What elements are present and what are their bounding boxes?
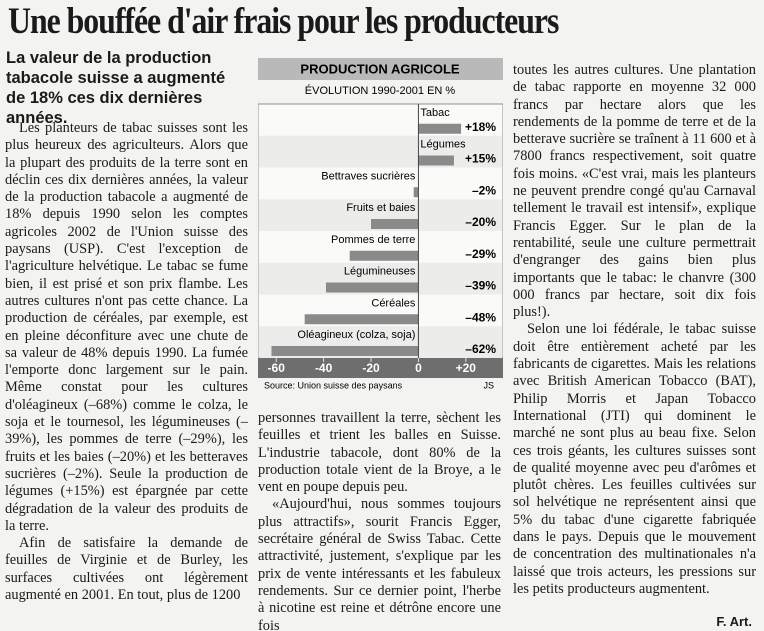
- paragraph: Afin de satisfaire la demande de feuille…: [5, 535, 248, 604]
- bar: [413, 187, 419, 198]
- bar: [371, 219, 419, 229]
- category-label: Légumineuses: [344, 266, 416, 278]
- row-band: [259, 135, 502, 168]
- bar: [418, 123, 462, 134]
- chart: PRODUCTION AGRICOLE ÉVOLUTION 1990-2001 E…: [258, 58, 503, 390]
- category-label: Légumes: [420, 139, 466, 151]
- bar: [325, 282, 419, 293]
- value-label: –62%: [465, 342, 496, 356]
- paragraph: toutes les autres cultures. Une plantati…: [513, 62, 756, 321]
- category-label: Fruits et baies: [346, 202, 416, 214]
- x-tick-label: +20: [456, 361, 477, 375]
- value-label: –48%: [465, 310, 496, 324]
- value-label: +15%: [465, 152, 496, 166]
- lead: La valeur de la production tabacole suis…: [6, 49, 226, 127]
- category-label: Oléagineux (colza, soja): [297, 329, 415, 341]
- category-label: Céréales: [371, 297, 416, 309]
- paragraph: «Aujourd'hui, nous sommes toujours plus …: [258, 496, 501, 631]
- bar: [304, 314, 419, 325]
- column: toutes les autres cultures. Une plantati…: [513, 62, 756, 598]
- column: personnes travaillent la terre, sèchent …: [258, 410, 501, 631]
- bar: [271, 346, 419, 356]
- bar: [418, 155, 454, 166]
- value-label: +18%: [465, 120, 496, 134]
- headline: Une bouffée d'air frais pour les product…: [8, 1, 559, 42]
- paragraph: Les planteurs de tabac suisses sont les …: [5, 120, 248, 534]
- x-tick-label: 0: [415, 361, 422, 375]
- credit: JS: [483, 380, 494, 390]
- category-label: Tabac: [420, 107, 450, 119]
- x-tick-label: -40: [315, 361, 333, 375]
- value-label: –39%: [465, 279, 496, 293]
- bar: [349, 250, 419, 261]
- title-band: [258, 58, 503, 80]
- paragraph: personnes travaillent la terre, sèchent …: [258, 410, 501, 496]
- value-label: –2%: [472, 183, 496, 197]
- x-tick-label: -60: [268, 361, 286, 375]
- source: Source: Union suisse des paysans: [264, 380, 403, 390]
- category-label: Bettraves sucrières: [321, 170, 416, 182]
- value-label: –29%: [465, 247, 496, 261]
- chart-title: PRODUCTION AGRICOLE: [300, 61, 459, 76]
- column: Les planteurs de tabac suisses sont les …: [5, 120, 248, 604]
- chart-subtitle: ÉVOLUTION 1990-2001 EN %: [305, 84, 456, 97]
- x-tick-label: -20: [362, 361, 380, 375]
- axis-band: [258, 358, 503, 378]
- value-label: –20%: [465, 215, 496, 229]
- signature: F. Art.: [716, 614, 752, 629]
- category-label: Pommes de terre: [331, 234, 415, 246]
- paragraph: Selon une loi fédérale, le tabac suisse …: [513, 321, 756, 597]
